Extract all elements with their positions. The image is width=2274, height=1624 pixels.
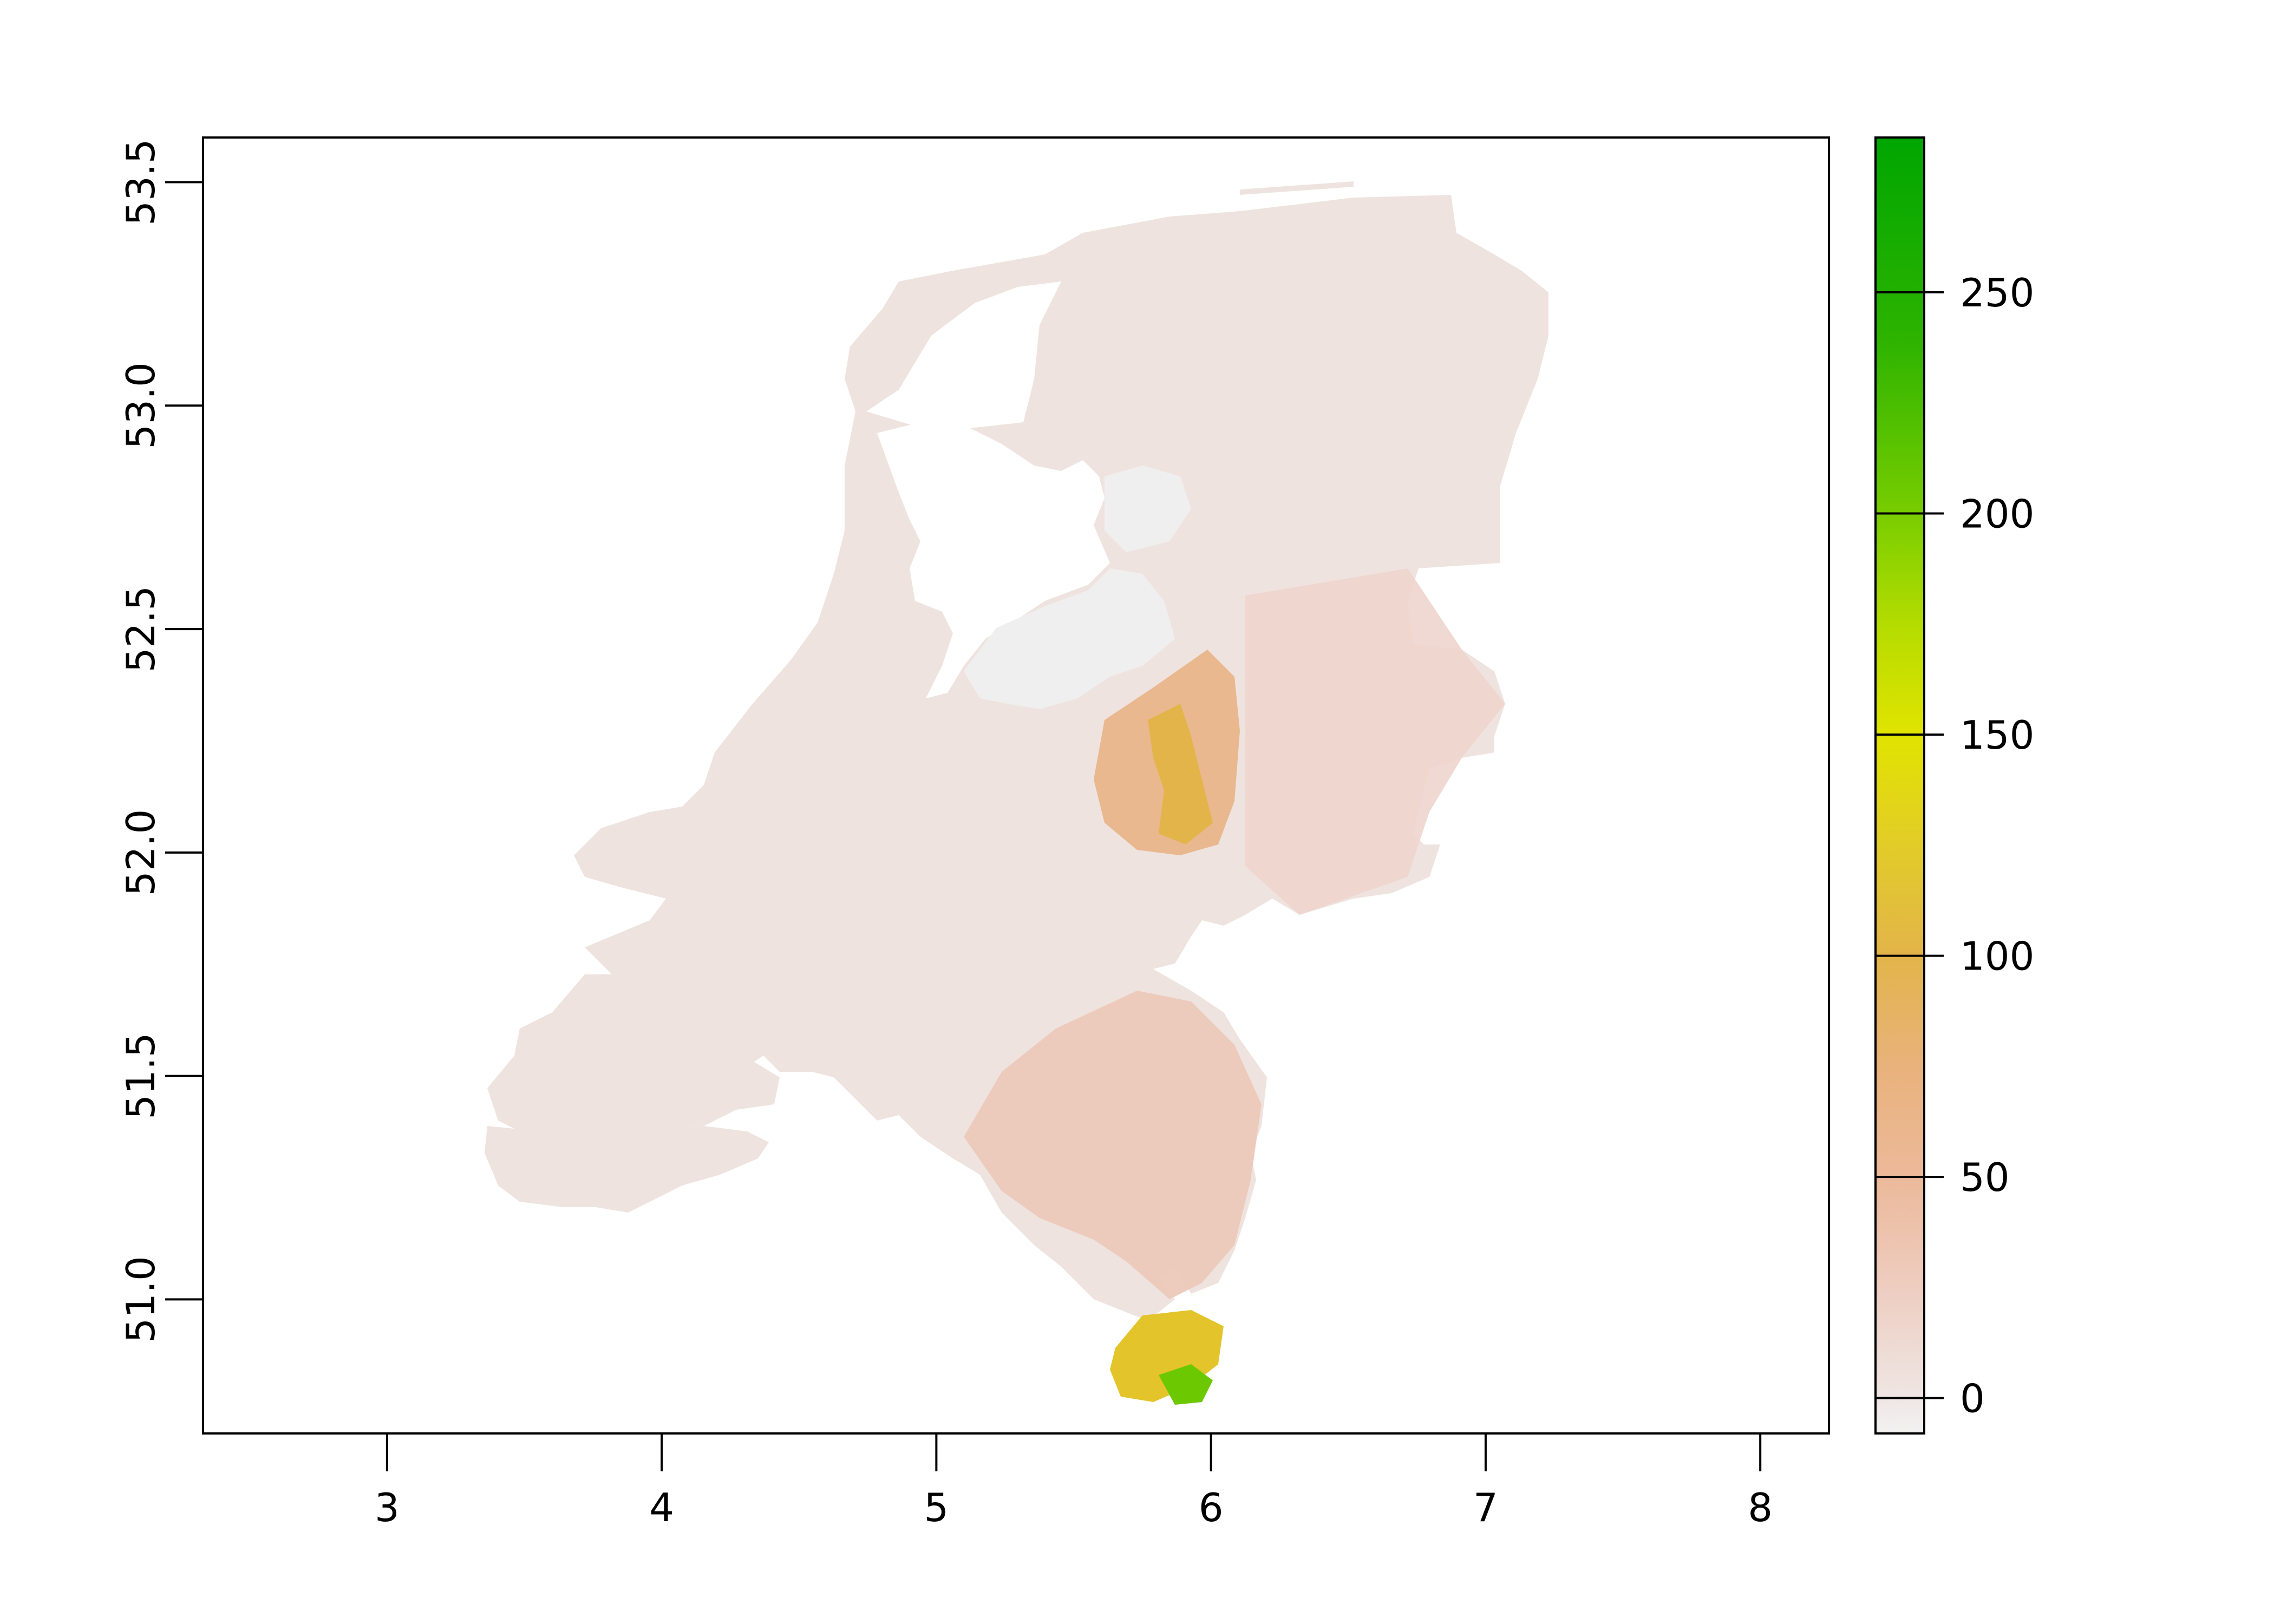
land-zeeland-islands xyxy=(487,974,780,1148)
map-panel xyxy=(485,181,1548,1405)
legend-colorbar: 0 50 100 150 200 250 xyxy=(1874,136,2034,1435)
legend-tick-label: 100 xyxy=(1960,934,2034,979)
land-netherlands xyxy=(574,195,1548,1321)
polder-flevoland xyxy=(964,568,1175,709)
x-tick-label: 8 xyxy=(1748,1485,1773,1530)
legend-tick-label: 250 xyxy=(1960,270,2034,316)
y-tick-label: 53.0 xyxy=(118,362,164,449)
legend-tick-label: 50 xyxy=(1960,1155,2010,1200)
legend-ticks: 0 50 100 150 200 250 xyxy=(1876,270,2034,1422)
y-tick-label: 51.5 xyxy=(118,1032,164,1119)
legend-tick-label: 150 xyxy=(1960,712,2034,758)
land-ameland-schier xyxy=(1240,181,1354,195)
x-tick-label: 7 xyxy=(1473,1485,1498,1530)
legend-tick-label: 0 xyxy=(1960,1376,1985,1422)
y-tick-label: 51.0 xyxy=(118,1256,164,1343)
elev-south-limburg-green xyxy=(1159,1364,1213,1405)
y-tick-label: 52.0 xyxy=(118,809,164,896)
water-ijsselmeer xyxy=(877,422,1110,698)
y-tick-label: 53.5 xyxy=(118,139,164,225)
land-zeeuws-vlaanderen xyxy=(485,1126,769,1213)
x-tick-label: 5 xyxy=(924,1485,949,1530)
y-axis: 51.0 51.5 52.0 52.5 53.0 53.5 xyxy=(118,139,204,1343)
y-tick-label: 52.5 xyxy=(118,586,164,672)
elev-east-gradient xyxy=(1245,568,1505,915)
water-northern-bay xyxy=(866,281,1061,428)
elev-veluwe-core xyxy=(1148,704,1213,844)
land-wadden-islands xyxy=(893,271,985,314)
legend-tick-label: 200 xyxy=(1960,492,2034,537)
legend-bar xyxy=(1874,136,1925,1435)
x-axis: 3 4 5 6 7 8 xyxy=(375,1432,1773,1530)
polder-noordoostpolder xyxy=(1105,466,1191,552)
x-tick-label: 3 xyxy=(375,1485,400,1530)
land-texel xyxy=(855,319,910,406)
x-tick-label: 6 xyxy=(1199,1485,1224,1530)
elev-south-gradient xyxy=(964,991,1262,1299)
x-tick-label: 4 xyxy=(649,1485,674,1530)
